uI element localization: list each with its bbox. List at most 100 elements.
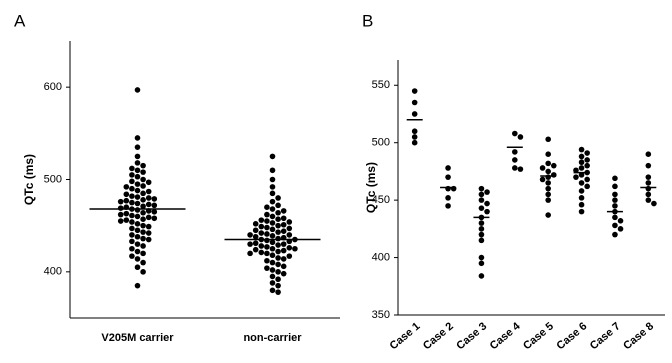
data-point bbox=[134, 282, 141, 289]
data-point bbox=[140, 229, 146, 235]
data-point bbox=[617, 226, 624, 232]
data-point bbox=[269, 259, 276, 266]
y-tick-label: 400 bbox=[372, 251, 390, 263]
data-point bbox=[134, 194, 141, 200]
data-point bbox=[411, 139, 418, 146]
data-point bbox=[134, 173, 141, 180]
data-point bbox=[134, 264, 141, 271]
data-point bbox=[269, 190, 276, 197]
data-point bbox=[280, 208, 287, 214]
data-point bbox=[264, 265, 270, 271]
data-point bbox=[140, 222, 146, 229]
data-point bbox=[280, 263, 287, 270]
data-point bbox=[584, 183, 590, 190]
data-point bbox=[478, 231, 485, 238]
data-point bbox=[645, 180, 652, 186]
data-point bbox=[275, 276, 281, 283]
data-point bbox=[258, 217, 265, 223]
data-point bbox=[645, 151, 652, 157]
data-point bbox=[140, 183, 146, 189]
data-point bbox=[275, 202, 281, 209]
data-point bbox=[512, 157, 518, 163]
data-point bbox=[517, 166, 524, 172]
data-point bbox=[286, 245, 293, 251]
data-point bbox=[275, 242, 281, 248]
data-point bbox=[264, 218, 270, 224]
data-point bbox=[258, 223, 265, 230]
data-point bbox=[612, 183, 618, 190]
data-point bbox=[252, 246, 259, 253]
y-axis-label: QTc (ms) bbox=[22, 154, 36, 205]
x-tick-label: Case 5 bbox=[521, 320, 556, 352]
data-point bbox=[134, 200, 141, 207]
data-point bbox=[612, 222, 618, 229]
data-point bbox=[584, 176, 590, 183]
data-point bbox=[617, 218, 624, 224]
data-point bbox=[123, 184, 130, 190]
data-point bbox=[645, 174, 652, 180]
data-point bbox=[123, 210, 130, 217]
data-point bbox=[252, 221, 259, 227]
data-point bbox=[478, 237, 485, 244]
data-point bbox=[478, 226, 485, 232]
data-point bbox=[117, 198, 124, 205]
data-point bbox=[145, 201, 152, 208]
data-point bbox=[269, 233, 276, 239]
data-point bbox=[269, 198, 276, 205]
data-point bbox=[269, 267, 276, 273]
data-point bbox=[258, 249, 265, 256]
y-tick-label: 350 bbox=[372, 309, 390, 321]
data-point bbox=[264, 244, 270, 250]
data-point bbox=[484, 200, 490, 207]
data-point bbox=[286, 232, 293, 238]
data-point bbox=[411, 99, 418, 106]
data-point bbox=[140, 209, 146, 216]
data-point bbox=[578, 180, 585, 186]
data-point bbox=[450, 185, 457, 192]
data-point bbox=[280, 228, 287, 235]
data-point bbox=[140, 269, 146, 275]
data-point bbox=[151, 209, 158, 215]
data-point bbox=[280, 221, 287, 228]
data-point bbox=[269, 167, 276, 174]
data-point bbox=[269, 184, 276, 190]
data-point bbox=[275, 255, 281, 261]
data-point bbox=[545, 212, 551, 218]
x-tick-label: Case 2 bbox=[421, 320, 456, 352]
data-point bbox=[275, 195, 281, 201]
data-point bbox=[134, 160, 141, 166]
data-point bbox=[269, 273, 276, 280]
data-point bbox=[247, 241, 253, 247]
data-point bbox=[275, 222, 281, 229]
data-point bbox=[140, 203, 146, 210]
data-point bbox=[129, 225, 135, 232]
data-point bbox=[411, 88, 418, 94]
data-point bbox=[252, 233, 259, 240]
data-point bbox=[445, 195, 451, 201]
data-point bbox=[134, 167, 141, 174]
x-tick-label: Case 8 bbox=[621, 320, 656, 352]
data-point bbox=[117, 211, 124, 218]
data-point bbox=[140, 190, 146, 197]
data-point bbox=[134, 87, 141, 93]
data-point bbox=[584, 162, 590, 169]
data-point bbox=[275, 209, 281, 216]
data-point bbox=[247, 232, 253, 238]
data-point bbox=[129, 199, 135, 206]
x-tick-label: Case 1 bbox=[388, 320, 423, 352]
data-point bbox=[151, 202, 158, 209]
data-point bbox=[140, 235, 146, 242]
data-point bbox=[612, 203, 618, 209]
data-point bbox=[645, 197, 652, 203]
data-point bbox=[151, 215, 158, 222]
data-point bbox=[286, 219, 293, 225]
data-point bbox=[545, 180, 551, 186]
data-point bbox=[545, 168, 551, 175]
data-point bbox=[269, 153, 276, 160]
data-point bbox=[117, 205, 124, 211]
data-point bbox=[651, 200, 657, 207]
data-point bbox=[445, 165, 451, 171]
data-point bbox=[269, 226, 276, 233]
data-point bbox=[134, 233, 141, 240]
